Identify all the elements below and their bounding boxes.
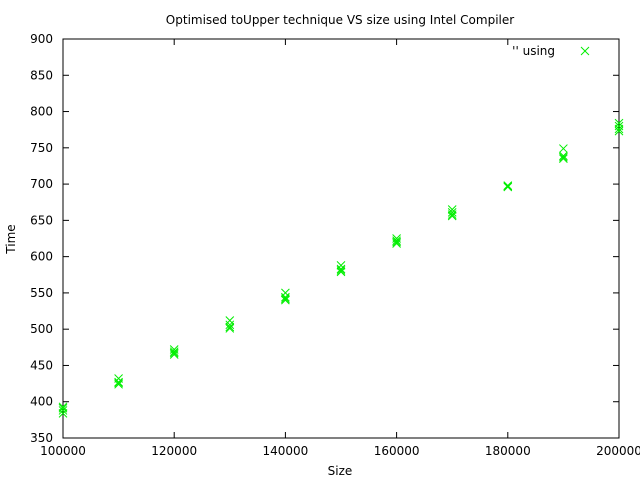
data-point (114, 374, 123, 383)
x-tick-label: 100000 (40, 444, 86, 458)
data-point (336, 267, 346, 277)
data-point (169, 348, 179, 358)
x-axis: 100000 120000 140000 160000 180000 200000 (40, 39, 640, 458)
legend-marker-x (580, 46, 590, 56)
x-tick-label: 180000 (485, 444, 531, 458)
data-point (559, 144, 568, 153)
data-point (225, 316, 235, 325)
y-tick-label: 450 (30, 358, 53, 372)
y-tick-label: 650 (30, 213, 53, 227)
x-tick-label: 120000 (151, 444, 197, 458)
y-tick-label: 900 (30, 32, 53, 46)
x-tick-label: 200000 (596, 444, 640, 458)
chart-title: Optimised toUpper technique VS size usin… (166, 13, 514, 27)
y-axis-label: Time (4, 224, 18, 254)
data-point (447, 208, 457, 217)
data-point (58, 403, 68, 413)
x-axis-label: Size (328, 464, 353, 478)
x-tick-label: 140000 (262, 444, 308, 458)
data-point (225, 322, 235, 332)
data-point (114, 377, 123, 387)
data-point (225, 320, 235, 330)
y-tick-label: 550 (30, 286, 53, 300)
y-tick-label: 400 (30, 395, 53, 409)
y-tick-label: 750 (30, 141, 53, 155)
data-point (114, 378, 123, 388)
x-tick-label: 160000 (374, 444, 420, 458)
y-tick-label: 350 (30, 431, 53, 445)
data-point (559, 154, 568, 164)
y-tick-label: 850 (30, 68, 53, 82)
data-point (447, 211, 457, 221)
data-point (503, 182, 513, 192)
data-point (559, 152, 568, 162)
data-point (447, 205, 457, 214)
data-point (281, 295, 290, 305)
data-point (58, 406, 68, 415)
data-point (614, 121, 624, 131)
y-tick-label: 600 (30, 250, 53, 264)
y-tick-label: 500 (30, 322, 53, 336)
data-point (169, 345, 179, 354)
data-point (614, 118, 624, 128)
data-point (225, 324, 235, 333)
data-points (58, 118, 624, 418)
plot-area-border (62, 38, 620, 439)
data-point (281, 288, 290, 298)
data-point (503, 181, 513, 191)
y-tick-label: 700 (30, 177, 53, 191)
data-point (392, 237, 401, 247)
data-point (169, 347, 179, 357)
data-point (559, 151, 568, 161)
y-axis: 350 400 450 500 550 600 650 700 750 800 850 900 (30, 32, 619, 445)
data-point (281, 292, 290, 302)
data-point (503, 181, 513, 190)
data-point (336, 264, 346, 274)
data-point (336, 260, 346, 270)
legend-marker (580, 46, 590, 56)
legend-label: '' using (512, 44, 555, 58)
y-tick-label: 800 (30, 105, 53, 119)
data-point (392, 234, 401, 243)
data-point (58, 402, 68, 412)
legend: '' using (512, 44, 590, 58)
data-point (392, 236, 401, 246)
